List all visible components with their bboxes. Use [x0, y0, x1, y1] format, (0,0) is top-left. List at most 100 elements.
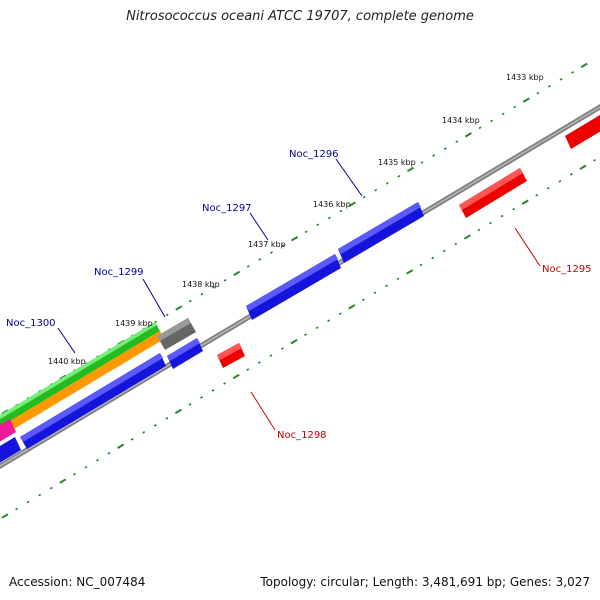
tick-label: 1433 kbp	[506, 73, 544, 82]
minor-tick-dot	[490, 119, 493, 123]
tick-label: 1434 kbp	[442, 116, 480, 125]
major-tick-mark	[290, 338, 298, 345]
minor-tick-dot	[362, 195, 366, 199]
minor-tick-dot	[327, 216, 331, 220]
minor-tick-dot	[373, 291, 377, 295]
minor-tick-dot	[432, 154, 436, 157]
gene-label-noc-1300[interactable]: Noc_1300	[6, 318, 56, 329]
minor-tick-dot	[269, 354, 273, 357]
minor-tick-dot	[535, 193, 539, 197]
minor-tick-dot	[211, 389, 215, 392]
major-tick-mark	[522, 97, 530, 103]
minor-tick-dot	[200, 292, 204, 296]
major-tick-mark	[232, 373, 240, 380]
minor-tick-dot	[478, 126, 482, 130]
major-tick-mark	[580, 62, 588, 69]
major-tick-mark	[348, 201, 357, 207]
minor-tick-dot	[84, 465, 88, 469]
feature-gray[interactable]	[157, 318, 196, 350]
leader-line	[514, 227, 541, 267]
minor-tick-dot	[38, 493, 42, 497]
minor-tick-dot	[442, 249, 446, 253]
minor-tick-dot	[107, 451, 111, 455]
minor-tick-dot	[246, 368, 250, 371]
minor-tick-dot	[15, 507, 18, 511]
minor-tick-dot	[419, 263, 423, 267]
minor-tick-dot	[593, 159, 596, 162]
minor-tick-dot	[223, 382, 227, 385]
leader-line	[57, 327, 76, 354]
accession-text: Accession: NC_007484	[9, 575, 146, 589]
minor-tick-dot	[188, 299, 192, 303]
minor-tick-dot	[513, 105, 517, 109]
gene-forward-small-b[interactable]	[0, 437, 21, 465]
inner-tick-track	[1, 159, 596, 519]
minor-tick-dot	[200, 396, 203, 399]
leader-line	[335, 158, 363, 197]
minor-tick-dot	[165, 417, 169, 420]
gene-label-noc-1299[interactable]: Noc_1299	[94, 267, 144, 278]
minor-tick-dot	[270, 251, 273, 254]
gene-noc-1295-reverse[interactable]	[459, 168, 527, 218]
minor-tick-dot	[477, 228, 481, 232]
feature-green[interactable]	[0, 322, 160, 430]
minor-tick-dot	[142, 431, 146, 434]
major-tick-mark	[117, 443, 125, 449]
minor-tick-dot	[304, 333, 308, 336]
minor-tick-dot	[385, 182, 389, 185]
minor-tick-dot	[455, 140, 459, 143]
minor-tick-dot	[397, 175, 401, 178]
minor-tick-dot	[536, 91, 540, 95]
gene-reverse-edge[interactable]	[565, 112, 600, 149]
major-tick-mark	[406, 166, 415, 173]
major-tick-mark	[464, 132, 472, 138]
minor-tick-dot	[571, 71, 575, 74]
major-tick-mark	[348, 304, 356, 310]
minor-tick-dot	[49, 486, 53, 490]
minor-tick-dot	[548, 84, 551, 88]
feature-pink[interactable]	[0, 419, 16, 444]
minor-tick-dot	[396, 277, 400, 281]
minor-tick-dot	[212, 285, 216, 289]
minor-tick-dot	[361, 298, 365, 302]
gene-label-noc-1298[interactable]: Noc_1298	[277, 430, 327, 441]
minor-tick-dot	[489, 221, 492, 225]
minor-tick-dot	[223, 279, 227, 282]
feature-orange[interactable]	[0, 331, 164, 438]
minor-tick-dot	[374, 188, 378, 192]
tick-label: 1440 kbp	[48, 357, 86, 366]
leader-line	[249, 212, 269, 241]
minor-tick-dot	[569, 172, 573, 176]
minor-tick-dot	[338, 312, 342, 316]
gene-noc-1298-reverse[interactable]	[217, 343, 245, 368]
gene-noc-1297-forward[interactable]	[246, 254, 341, 320]
minor-tick-dot	[26, 500, 30, 504]
major-tick-mark	[291, 236, 299, 242]
major-tick-mark	[59, 478, 67, 484]
minor-tick-dot	[316, 223, 320, 227]
gene-label-noc-1295[interactable]: Noc_1295	[542, 264, 592, 275]
major-tick-mark	[175, 305, 183, 311]
leader-line	[250, 391, 276, 431]
minor-tick-dot	[188, 403, 192, 406]
minor-tick-dot	[384, 284, 388, 288]
minor-tick-dot	[304, 230, 308, 234]
minor-tick-dot	[454, 242, 458, 246]
minor-tick-dot	[431, 256, 435, 260]
leader-line	[142, 278, 166, 318]
gene-label-noc-1297[interactable]: Noc_1297	[202, 203, 252, 214]
minor-tick-dot	[559, 78, 563, 81]
tick-label: 1438 kbp	[182, 280, 220, 289]
minor-tick-dot	[153, 424, 157, 427]
minor-tick-dot	[315, 326, 319, 329]
minor-tick-dot	[500, 214, 504, 218]
genome-summary-text: Topology: circular; Length: 3,481,691 bp…	[260, 575, 590, 589]
gene-forward-small-a[interactable]	[167, 338, 203, 369]
gene-noc-1296-forward[interactable]	[338, 202, 424, 263]
minor-tick-dot	[327, 319, 331, 322]
gene-noc-1300-forward[interactable]	[20, 353, 166, 449]
minor-tick-dot	[246, 265, 250, 268]
gene-label-noc-1296[interactable]: Noc_1296	[289, 149, 339, 160]
minor-tick-dot	[420, 161, 424, 164]
